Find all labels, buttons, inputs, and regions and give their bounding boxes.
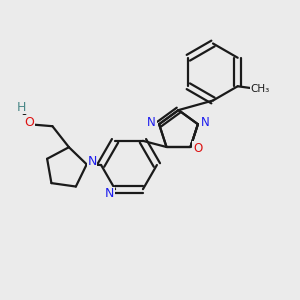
Text: N: N bbox=[147, 116, 156, 129]
Text: H: H bbox=[17, 101, 26, 114]
Text: O: O bbox=[24, 116, 34, 129]
Text: CH₃: CH₃ bbox=[251, 84, 270, 94]
Text: N: N bbox=[105, 187, 114, 200]
Text: N: N bbox=[87, 155, 97, 168]
Text: N: N bbox=[201, 116, 210, 129]
Text: O: O bbox=[193, 142, 202, 155]
